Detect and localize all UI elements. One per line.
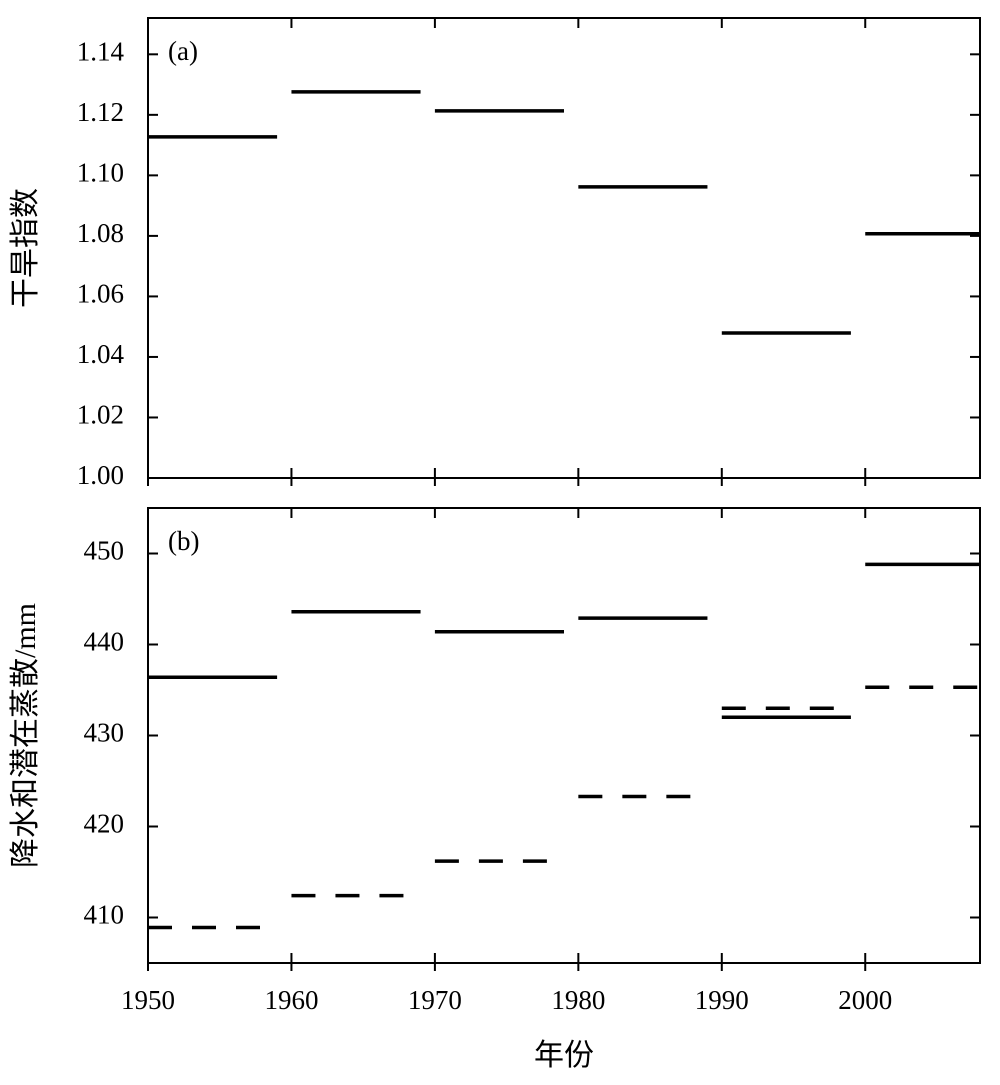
panel-label: (b)	[168, 526, 199, 556]
y-tick-label: 410	[84, 900, 125, 930]
x-tick-label: 1990	[695, 985, 749, 1015]
x-axis-title: 年份	[534, 1039, 594, 1072]
y-tick-label: 1.14	[77, 37, 125, 67]
y-axis-title: 干旱指数	[9, 188, 42, 308]
x-tick-label: 1960	[264, 985, 318, 1015]
y-tick-label: 440	[84, 627, 125, 657]
panel-label: (a)	[168, 36, 198, 66]
x-tick-label: 2000	[838, 985, 892, 1015]
y-tick-label: 420	[84, 809, 125, 839]
plot-frame	[147, 17, 981, 479]
y-tick-label: 450	[84, 536, 125, 566]
y-tick-label: 1.10	[77, 158, 124, 188]
y-tick-label: 1.08	[77, 218, 124, 248]
y-tick-label: 1.04	[77, 339, 125, 369]
x-tick-label: 1970	[408, 985, 462, 1015]
y-axis-title: 降水和潜在蒸散/mm	[9, 603, 42, 868]
plot-frame	[147, 507, 981, 964]
y-tick-label: 1.06	[77, 279, 124, 309]
y-tick-label: 430	[84, 718, 125, 748]
x-tick-label: 1950	[121, 985, 175, 1015]
y-tick-label: 1.00	[77, 460, 124, 490]
y-tick-label: 1.02	[77, 400, 124, 430]
y-tick-label: 1.12	[77, 97, 124, 127]
x-tick-label: 1980	[551, 985, 605, 1015]
